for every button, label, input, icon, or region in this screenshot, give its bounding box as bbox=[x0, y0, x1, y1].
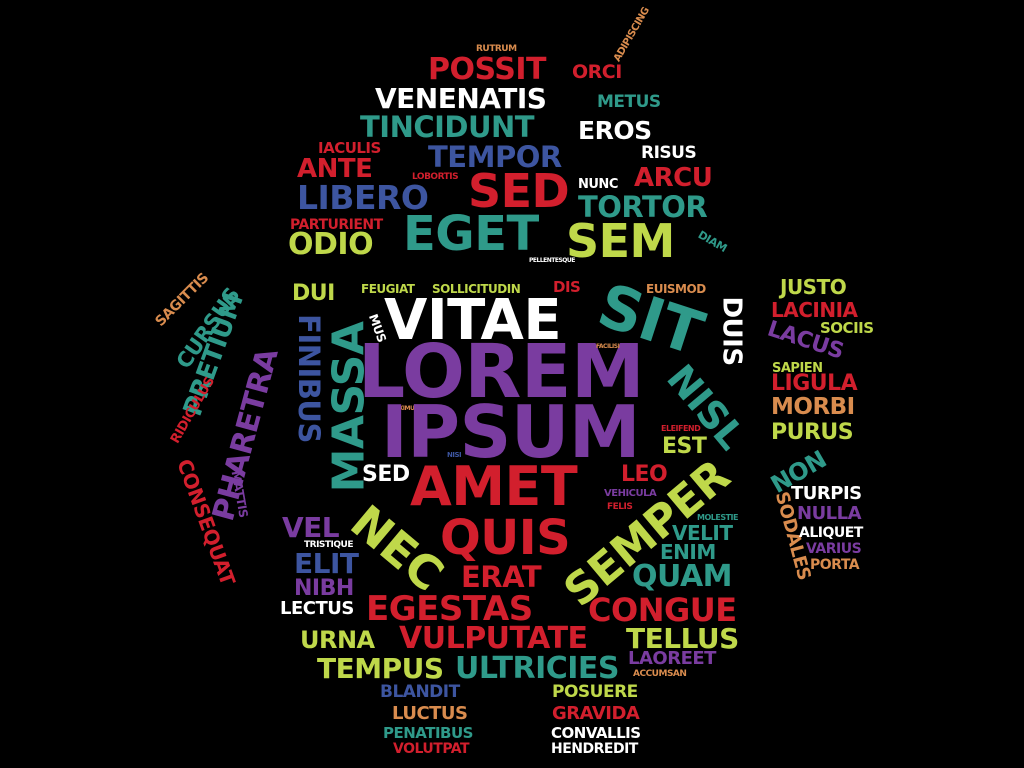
word-eros: EROS bbox=[578, 116, 652, 145]
word-penatibus: PENATIBUS bbox=[383, 724, 473, 742]
word-lorem: LOREM bbox=[358, 329, 645, 415]
word-arcu: ARCU bbox=[634, 163, 713, 193]
word-accumsan: ACCUMSAN bbox=[633, 669, 687, 679]
word-euismod: EUISMOD bbox=[646, 282, 706, 296]
word-erat: ERAT bbox=[461, 560, 542, 594]
word-facilisi: FACILISI bbox=[596, 343, 620, 350]
word-orci: ORCI bbox=[572, 61, 622, 83]
word-tortor: TORTOR bbox=[578, 190, 708, 224]
word-laoreet: LAOREET bbox=[628, 648, 716, 669]
word-tempor: TEMPOR bbox=[428, 140, 562, 174]
word-vulputate: VULPUTATE bbox=[399, 621, 588, 656]
word-nisi: NISI bbox=[447, 451, 462, 459]
word-hendredit: HENDREDIT bbox=[551, 741, 638, 757]
word-posuere: POSUERE bbox=[552, 682, 638, 702]
word-nulla: NULLA bbox=[797, 503, 862, 524]
word-sed-large: SED bbox=[468, 164, 570, 218]
word-eleifend: ELEIFEND bbox=[661, 424, 701, 433]
word-aliquet: ALIQUET bbox=[799, 525, 863, 541]
word-finibus: FINIBUS bbox=[291, 314, 326, 443]
word-leo: LEO bbox=[621, 462, 668, 487]
word-ipsum: IPSUM bbox=[381, 390, 641, 474]
word-morbi: MORBI bbox=[771, 394, 855, 420]
word-ante: ANTE bbox=[297, 154, 373, 184]
word-pellentesque: PELLENTESQUE bbox=[529, 257, 575, 264]
word-adipiscing: ADIPISCING bbox=[611, 5, 652, 64]
word-duis: DUIS bbox=[716, 296, 747, 366]
word-vel: VEL bbox=[282, 511, 340, 544]
word-egestas: EGESTAS bbox=[366, 589, 533, 629]
word-feugiat: FEUGIAT bbox=[361, 282, 415, 296]
word-porta: PORTA bbox=[810, 557, 860, 573]
word-velit: VELIT bbox=[672, 521, 733, 545]
word-dis: DIS bbox=[553, 278, 581, 296]
word-sem: SEM bbox=[566, 214, 675, 268]
word-tincidunt: TINCIDUNT bbox=[360, 110, 535, 144]
word-nibh: NIBH bbox=[294, 576, 354, 601]
word-volutpat: VOLUTPAT bbox=[393, 741, 470, 757]
word-sollicitudin: SOLLICITUDIN bbox=[432, 282, 521, 296]
word-vehicula: VEHICULA bbox=[604, 488, 657, 499]
word-lacinia: LACINIA bbox=[771, 298, 858, 322]
word-varius: VARIUS bbox=[806, 541, 862, 557]
word-maximus: MAXIMUS bbox=[389, 405, 419, 412]
word-quis: QUIS bbox=[440, 510, 571, 566]
word-possit: POSSIT bbox=[428, 52, 546, 87]
word-tellus: TELLUS bbox=[626, 622, 739, 655]
word-iaculis: IACULIS bbox=[318, 139, 381, 157]
word-blandit: BLANDIT bbox=[380, 682, 460, 702]
word-rutrum: RUTRUM bbox=[476, 44, 517, 54]
word-congue: CONGUE bbox=[588, 591, 737, 629]
word-vitae: VITAE bbox=[384, 288, 562, 353]
word-nunc: NUNC bbox=[578, 177, 618, 192]
word-risus: RISUS bbox=[641, 143, 697, 163]
word-metus: METUS bbox=[597, 92, 661, 112]
word-felis: FELIS bbox=[607, 502, 633, 512]
word-convallis: CONVALLIS bbox=[551, 724, 641, 742]
word-justo: JUSTO bbox=[780, 275, 847, 299]
word-eget: EGET bbox=[403, 206, 539, 262]
word-ultricies: ULTRICIES bbox=[455, 651, 620, 686]
word-parturient: PARTURIENT bbox=[290, 217, 383, 233]
word-urna: URNA bbox=[300, 626, 375, 654]
word-quam: QUAM bbox=[632, 559, 733, 594]
word-turpis: TURPIS bbox=[791, 483, 862, 504]
word-purus: PURUS bbox=[771, 420, 854, 445]
word-tempus: TEMPUS bbox=[317, 652, 444, 685]
word-sapien: SAPIEN bbox=[772, 361, 823, 376]
word-libero: LIBERO bbox=[297, 178, 429, 217]
word-enim: ENIM bbox=[660, 540, 716, 564]
word-lobortis: LOBORTIS bbox=[412, 172, 459, 182]
word-lectus: LECTUS bbox=[280, 598, 354, 619]
word-luctus: LUCTUS bbox=[392, 703, 468, 724]
word-amet: AMET bbox=[410, 455, 578, 518]
word-molestie: MOLESTIE bbox=[697, 513, 738, 522]
word-sociis: SOCIIS bbox=[820, 319, 874, 337]
word-elit: ELIT bbox=[294, 547, 359, 580]
word-venenatis: VENENATIS bbox=[375, 82, 547, 115]
word-odio: ODIO bbox=[288, 227, 374, 262]
word-gravida: GRAVIDA bbox=[552, 703, 640, 724]
word-ligula: LIGULA bbox=[771, 371, 858, 396]
word-dui: DUI bbox=[292, 281, 335, 306]
word-tristique: TRISTIQUE bbox=[304, 540, 354, 550]
word-diam: DIAM bbox=[695, 228, 729, 255]
word-sed-small: SED bbox=[362, 462, 410, 487]
word-est: EST bbox=[662, 434, 707, 459]
